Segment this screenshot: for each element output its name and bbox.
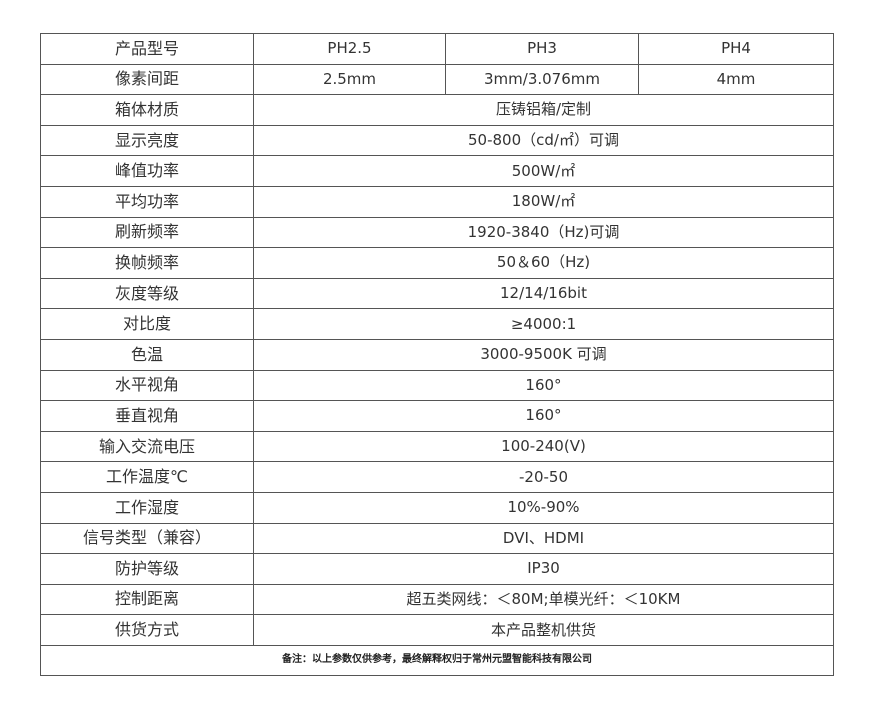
row-value: 50＆60（Hz)	[253, 247, 834, 279]
table-row: 箱体材质 压铸铝箱/定制	[40, 94, 834, 126]
table-row: 供货方式 本产品整机供货	[40, 614, 834, 646]
table-row: 防护等级 IP30	[40, 553, 834, 585]
model-cell: PH4	[638, 33, 834, 65]
table-row: 峰值功率 500W/㎡	[40, 155, 834, 187]
row-value: -20-50	[253, 461, 834, 493]
row-label: 供货方式	[40, 614, 254, 646]
row-value: 160°	[253, 369, 834, 402]
row-label: 换帧频率	[40, 247, 254, 279]
row-label: 平均功率	[40, 185, 254, 218]
row-label: 刷新频率	[40, 216, 254, 249]
table-row: 信号类型（兼容） DVI、HDMI	[40, 522, 834, 555]
table-row: 显示亮度 50-800（cd/㎡）可调	[40, 124, 834, 157]
table-row: 刷新频率 1920-3840（Hz)可调	[40, 216, 834, 249]
spec-table: 产品型号 PH2.5 PH3 PH4 像素间距 2.5mm 3mm/3.076m…	[40, 33, 834, 676]
row-value: 3000-9500K 可调	[253, 338, 834, 371]
row-value: 超五类网线：＜80M;单模光纤：＜10KM	[253, 583, 834, 616]
row-value: 压铸铝箱/定制	[253, 94, 834, 126]
row-value: 100-240(V)	[253, 430, 834, 463]
table-row: 水平视角 160°	[40, 369, 834, 402]
note-row: 备注：以上参数仅供参考，最终解释权归于常州元盟智能科技有限公司	[40, 644, 834, 676]
row-value: 10%-90%	[253, 491, 834, 524]
row-label: 像素间距	[40, 63, 254, 96]
table-row: 输入交流电压 100-240(V)	[40, 430, 834, 463]
row-value: 500W/㎡	[253, 155, 834, 187]
table-row: 控制距离 超五类网线：＜80M;单模光纤：＜10KM	[40, 583, 834, 616]
row-label: 峰值功率	[40, 155, 254, 187]
pitch-cell: 3mm/3.076mm	[445, 63, 639, 96]
row-value: DVI、HDMI	[253, 522, 834, 555]
table-row: 对比度 ≥4000:1	[40, 308, 834, 340]
model-cell: PH2.5	[253, 33, 446, 65]
row-label: 色温	[40, 338, 254, 371]
table-row: 垂直视角 160°	[40, 400, 834, 432]
row-label: 输入交流电压	[40, 430, 254, 463]
row-label: 对比度	[40, 308, 254, 340]
row-label: 工作温度℃	[40, 461, 254, 493]
note-text: 备注：以上参数仅供参考，最终解释权归于常州元盟智能科技有限公司	[40, 644, 834, 676]
row-label: 水平视角	[40, 369, 254, 402]
table-row: 工作湿度 10%-90%	[40, 491, 834, 524]
pitch-cell: 4mm	[638, 63, 834, 96]
table-row: 色温 3000-9500K 可调	[40, 338, 834, 371]
table-row-pitch: 像素间距 2.5mm 3mm/3.076mm 4mm	[40, 63, 834, 96]
row-value: 1920-3840（Hz)可调	[253, 216, 834, 249]
pitch-cell: 2.5mm	[253, 63, 446, 96]
row-label: 信号类型（兼容）	[40, 522, 254, 555]
row-label: 工作湿度	[40, 491, 254, 524]
row-label: 控制距离	[40, 583, 254, 616]
row-value: 本产品整机供货	[253, 614, 834, 646]
row-value: IP30	[253, 553, 834, 585]
table-row: 平均功率 180W/㎡	[40, 185, 834, 218]
row-label: 显示亮度	[40, 124, 254, 157]
row-value: ≥4000:1	[253, 308, 834, 340]
table-row: 换帧频率 50＆60（Hz)	[40, 247, 834, 279]
row-label: 垂直视角	[40, 400, 254, 432]
row-value: 180W/㎡	[253, 185, 834, 218]
table-row: 灰度等级 12/14/16bit	[40, 277, 834, 310]
row-value: 12/14/16bit	[253, 277, 834, 310]
row-label: 箱体材质	[40, 94, 254, 126]
row-value: 50-800（cd/㎡）可调	[253, 124, 834, 157]
row-value: 160°	[253, 400, 834, 432]
row-label: 防护等级	[40, 553, 254, 585]
row-label: 灰度等级	[40, 277, 254, 310]
row-label: 产品型号	[40, 33, 254, 65]
table-row: 工作温度℃ -20-50	[40, 461, 834, 493]
model-cell: PH3	[445, 33, 639, 65]
table-row-model: 产品型号 PH2.5 PH3 PH4	[40, 33, 834, 65]
